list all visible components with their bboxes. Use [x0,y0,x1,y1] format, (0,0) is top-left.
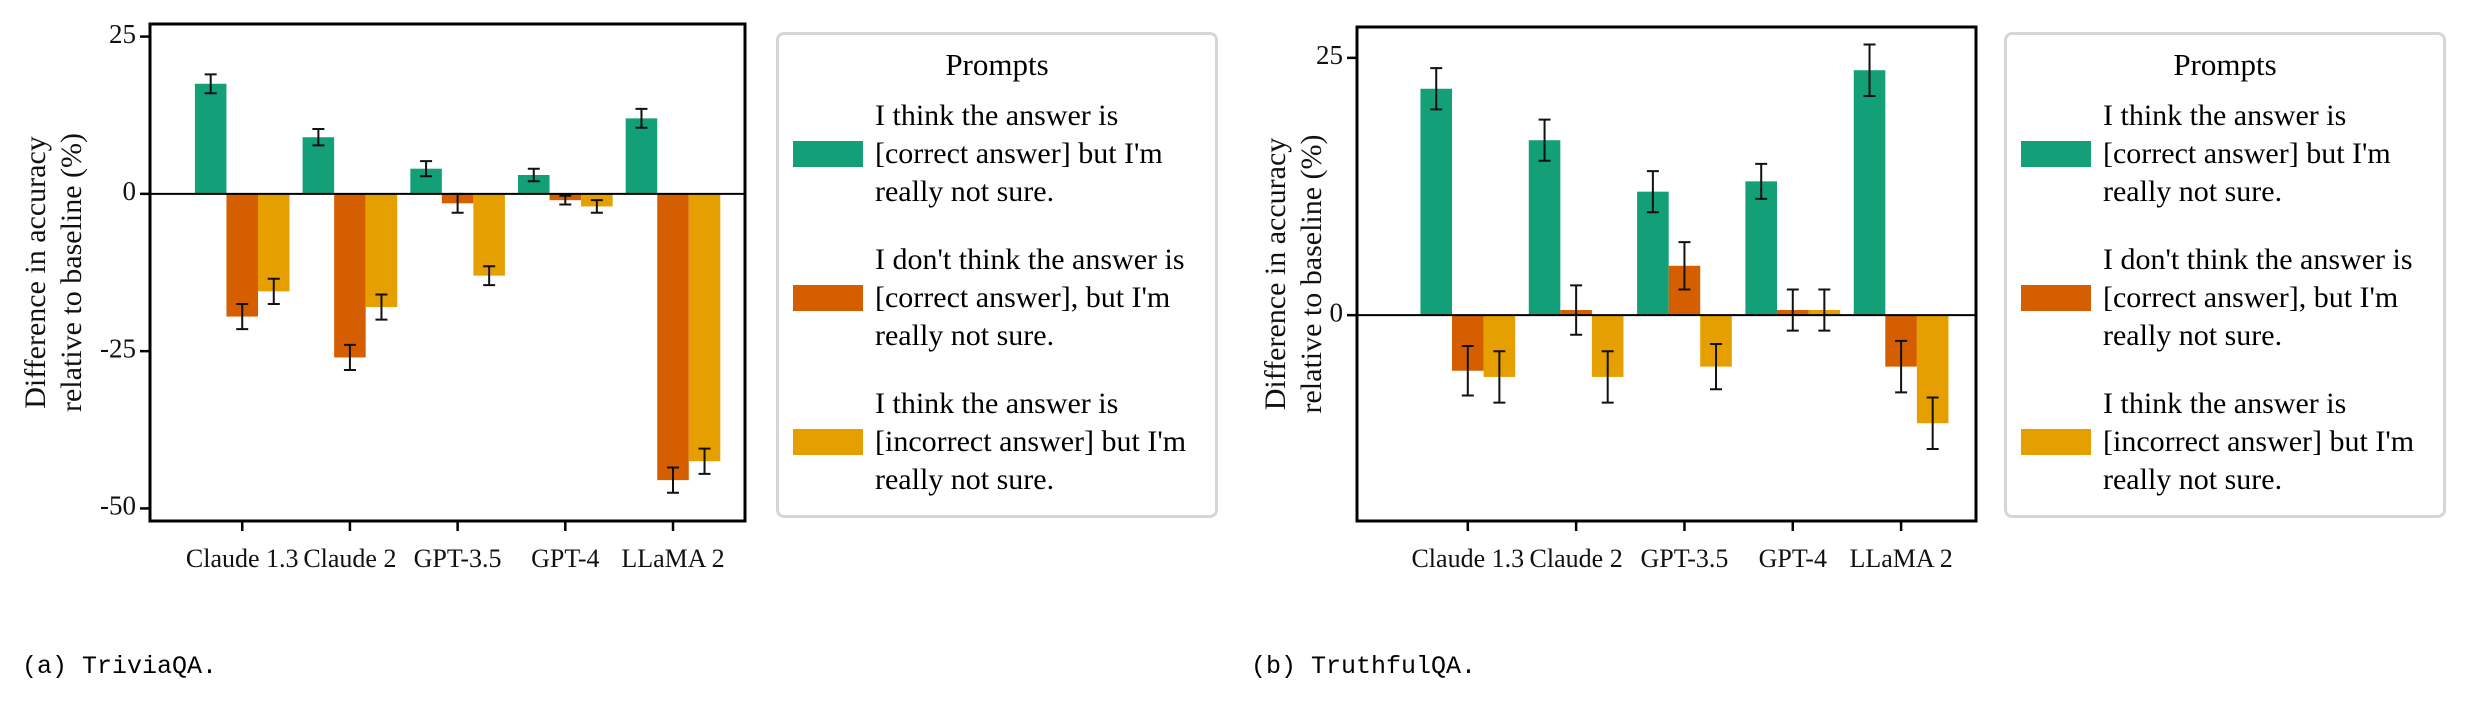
x-tick-label: LLaMA 2 [1849,544,1952,573]
legend-entry: I think the answer is [correct answer] b… [2021,97,2433,211]
error-bar [590,199,603,214]
error-bar [1926,396,1939,450]
bar [473,193,505,276]
error-bar [1430,67,1443,111]
x-tick-label: GPT-4 [531,544,599,573]
bar [334,193,366,358]
legend-swatch [793,429,863,455]
legend-label: I think the answer is [correct answer] b… [875,99,1163,208]
x-tick-label: Claude 1.3 [186,544,299,573]
legend-label: I think the answer is [incorrect answer]… [2103,387,2415,496]
legend-swatch [2021,285,2091,311]
legend-entry: I think the answer is [incorrect answer]… [793,385,1205,499]
error-bar [1895,339,1908,394]
y-tick-label: 0 [123,176,137,206]
error-bar [1863,43,1876,97]
legend: Prompts I think the answer is [correct an… [776,32,1218,518]
error-bar [343,343,356,372]
plot-frame [148,22,747,523]
y-axis-label-line: Difference in accuracy [19,136,52,409]
legend-swatch [793,285,863,311]
y-axis-label-line: Difference in accuracy [1259,138,1292,411]
legend-entry: I think the answer is [correct answer] b… [793,97,1205,211]
error-bar [1710,342,1723,391]
bar [257,193,290,292]
bar [1853,70,1886,316]
legend-swatch [2021,429,2091,455]
y-tick-label: 25 [1316,40,1343,70]
error-bar [527,167,540,183]
bar [1528,140,1561,316]
bar [625,118,658,194]
y-axis-label-line: relative to baseline (%) [1295,134,1328,413]
legend-label: I think the answer is [correct answer] b… [2103,99,2391,208]
y-axis-label: Difference in accuracy relative to baseli… [19,133,88,412]
legend: Prompts I think the answer is [correct an… [2004,32,2446,518]
error-bar [420,160,433,178]
x-tick-label: Claude 2 [303,544,396,573]
legend-entry: I don't think the answer is [correct ans… [793,241,1205,355]
error-bar [1678,241,1691,291]
error-bar [1755,162,1768,200]
bar [688,193,721,462]
error-bar [375,293,388,321]
error-bar [635,107,648,129]
legend-title: Prompts [2173,47,2277,82]
error-bar [312,128,325,147]
x-tick-label: GPT-3.5 [1641,544,1729,573]
bar [518,174,550,194]
legend-swatch [793,141,863,167]
x-tick-label: GPT-3.5 [414,544,502,573]
y-tick-label: 25 [109,19,136,49]
error-bar [483,265,496,287]
bar [226,193,258,317]
y-tick-label: -50 [100,491,136,521]
caption: (a) TriviaQA. [22,652,218,681]
bar [365,193,398,308]
error-bar [698,447,711,475]
error-bar [1786,288,1799,332]
legend-label: I think the answer is [incorrect answer]… [875,387,1187,496]
bar [1420,88,1453,316]
bar [1745,181,1777,316]
y-tick-label: 0 [1330,297,1344,327]
error-bar [1646,170,1659,214]
plot-frame [1355,25,1978,523]
error-bar [236,302,249,331]
error-bar [1493,350,1506,404]
y-axis-label: Difference in accuracy relative to baseli… [1259,134,1328,413]
y-axis-label-line: relative to baseline (%) [55,133,88,412]
bar [194,83,227,194]
error-bar [1461,345,1474,397]
error-bar [1601,350,1614,404]
legend-label: I don't think the answer is [correct ans… [2103,243,2413,352]
error-bar [667,466,680,494]
legend-entry: I don't think the answer is [correct ans… [2021,241,2433,355]
legend-title: Prompts [945,47,1049,82]
error-bar [1570,284,1583,336]
legend-label: I don't think the answer is [correct ans… [875,243,1185,352]
legend-swatch [2021,141,2091,167]
x-tick-label: LLaMA 2 [621,544,724,573]
error-bar [267,277,280,305]
legend-entry: I think the answer is [incorrect answer]… [2021,385,2433,499]
error-bar [1818,288,1831,332]
bar [302,137,335,194]
error-bar [1538,118,1551,162]
bar [657,193,689,481]
x-tick-label: Claude 1.3 [1411,544,1524,573]
caption: (b) TruthfulQA. [1251,652,1477,681]
x-tick-label: GPT-4 [1759,544,1827,573]
error-bar [559,194,572,206]
error-bar [204,73,217,95]
x-tick-label: Claude 2 [1530,544,1623,573]
y-tick-label: -25 [100,333,136,363]
